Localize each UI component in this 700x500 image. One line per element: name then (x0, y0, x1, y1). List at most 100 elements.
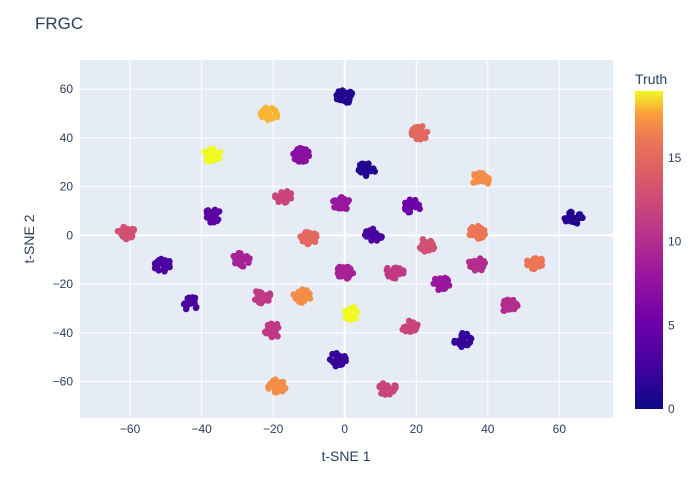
data-point (353, 308, 361, 316)
data-point (366, 167, 373, 174)
data-point (373, 232, 380, 239)
data-point (470, 179, 477, 186)
data-point (378, 390, 385, 397)
data-point (340, 354, 347, 361)
data-point (342, 314, 350, 322)
data-point (466, 258, 473, 266)
data-point (425, 247, 433, 254)
data-point (276, 379, 284, 386)
data-point (252, 296, 259, 303)
data-point (471, 257, 478, 265)
x-tick-label: 60 (553, 422, 567, 436)
data-point (334, 270, 342, 277)
data-point (240, 263, 247, 270)
data-point (213, 155, 220, 162)
data-point (347, 265, 354, 272)
data-point (183, 305, 190, 313)
data-point (213, 210, 220, 217)
data-point (360, 160, 368, 168)
data-point (365, 160, 372, 167)
data-point (352, 315, 359, 322)
data-point (122, 225, 129, 232)
data-point (192, 304, 200, 312)
data-point (339, 204, 346, 212)
data-point (413, 323, 420, 331)
data-point (407, 321, 414, 328)
y-tick-label: 40 (60, 131, 74, 145)
data-point (290, 150, 297, 158)
x-axis-label: t-SNE 1 (321, 448, 370, 464)
colorbar-title: Truth (635, 71, 667, 87)
data-point (287, 190, 295, 197)
data-point (526, 258, 534, 265)
data-point (305, 152, 313, 160)
colorbar-tick-label: 15 (668, 151, 682, 165)
colorbar-tick-labels: 0 5 10 15 (668, 151, 682, 416)
data-point (347, 315, 354, 322)
data-point (379, 380, 387, 387)
y-tick-label: 20 (60, 180, 74, 194)
data-points (114, 87, 586, 398)
chart-title: FRGC (35, 14, 84, 33)
data-point (268, 104, 276, 112)
data-point (217, 149, 224, 156)
data-point (406, 208, 414, 216)
y-tick-label: −20 (53, 277, 74, 291)
data-point (332, 363, 339, 370)
data-point (265, 383, 272, 390)
data-point (476, 257, 483, 264)
data-point (300, 231, 307, 239)
data-point (256, 288, 263, 296)
data-point (189, 294, 196, 301)
data-point (367, 231, 374, 238)
x-tick-label: −60 (120, 422, 141, 436)
data-point (153, 260, 160, 268)
y-tick-label: 60 (60, 82, 74, 96)
data-point (514, 302, 521, 309)
data-point (391, 382, 398, 389)
data-point (469, 231, 476, 239)
data-point (476, 174, 483, 181)
data-point (510, 296, 517, 304)
x-tick-label: 0 (341, 422, 348, 436)
data-point (338, 361, 346, 368)
data-point (294, 157, 302, 164)
data-point (424, 128, 431, 136)
data-point (331, 197, 339, 204)
data-point (531, 258, 539, 265)
data-point (572, 219, 579, 226)
data-point (459, 337, 467, 344)
data-point (232, 260, 239, 267)
data-point (337, 194, 344, 202)
data-point (564, 216, 571, 223)
data-point (333, 91, 340, 99)
data-point (181, 300, 188, 307)
data-point (333, 352, 340, 360)
x-tick-label: 40 (481, 422, 495, 436)
data-point (300, 158, 307, 165)
data-point (299, 295, 307, 302)
data-point (326, 356, 334, 363)
data-point (301, 289, 308, 296)
data-point (429, 241, 436, 248)
x-tick-label: 20 (410, 422, 424, 436)
data-point (114, 228, 122, 235)
data-point (269, 329, 277, 336)
data-point (203, 214, 211, 221)
colorbar-tick-label: 10 (668, 235, 682, 249)
y-tick-label: 0 (66, 228, 73, 242)
data-point (271, 389, 279, 396)
data-point (458, 343, 465, 350)
y-tick-labels: −60 −40 −20 0 20 40 60 (53, 82, 74, 388)
colorbar (635, 91, 663, 409)
y-tick-label: −40 (53, 326, 74, 340)
data-point (268, 115, 276, 122)
data-point (478, 233, 486, 240)
data-point (166, 258, 173, 265)
data-point (339, 89, 346, 96)
data-point (418, 245, 425, 253)
data-point (290, 291, 297, 298)
plot-area (80, 60, 613, 418)
data-point (485, 177, 492, 184)
